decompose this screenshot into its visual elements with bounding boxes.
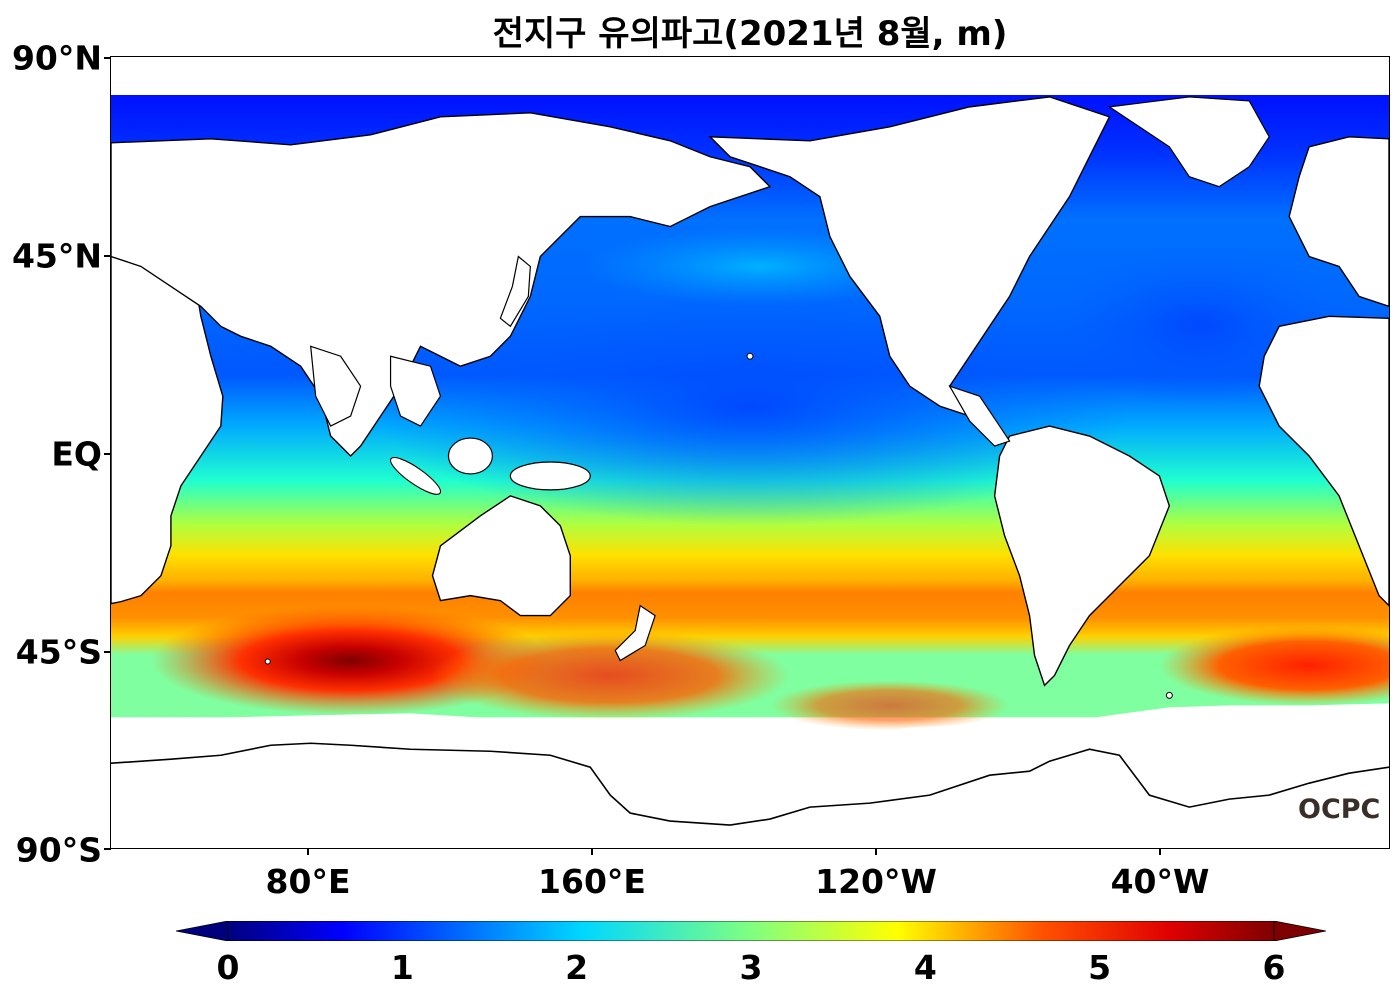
lat-tick — [104, 651, 111, 653]
lon-label-40w: 40°W — [1110, 862, 1210, 901]
sumatra — [390, 457, 442, 495]
lon-tick — [1159, 848, 1161, 855]
colorbar-tick-label: 5 — [1088, 948, 1112, 987]
lat-tick — [104, 57, 111, 59]
north-america — [708, 96, 1111, 418]
africa-west — [1258, 315, 1389, 607]
lat-label-eq: EQ — [51, 434, 102, 474]
map-frame — [110, 56, 1390, 849]
europe — [1288, 136, 1389, 308]
lon-label-120w: 120°W — [815, 862, 937, 901]
antarctica — [111, 703, 1389, 848]
ocpc-logo: OCPC — [1298, 794, 1381, 825]
lon-label-80e: 80°E — [265, 862, 351, 901]
wave-height-map — [111, 57, 1389, 848]
colorbar-max-arrow — [1273, 921, 1326, 941]
map-title: 전지구 유의파고(2021년 8월, m) — [492, 14, 1008, 54]
lat-label-90s: 90°S — [15, 830, 102, 870]
colorbar-gradient — [227, 921, 1275, 941]
arctic-mask — [111, 57, 1389, 95]
greenland — [1107, 96, 1270, 188]
lat-label-90n: 90°N — [11, 38, 102, 78]
new-zealand — [614, 604, 656, 662]
south-america — [993, 425, 1171, 687]
india — [309, 345, 362, 427]
kerguelen — [264, 658, 271, 665]
japan — [499, 255, 531, 328]
lon-tick — [875, 848, 877, 855]
borneo — [447, 437, 494, 475]
south-georgia — [1165, 691, 1173, 699]
new-guinea — [509, 461, 591, 491]
colorbar-tick-label: 6 — [1262, 948, 1286, 987]
lat-tick — [104, 848, 111, 850]
lon-label-160e: 160°E — [538, 862, 646, 901]
lat-label-45s: 45°S — [15, 632, 102, 672]
antarctica-coast — [111, 742, 1389, 826]
lon-tick — [307, 848, 309, 855]
colorbar-tick-label: 4 — [913, 948, 937, 987]
australia — [431, 495, 571, 617]
hawaii — [746, 352, 754, 360]
colorbar-tick-label: 3 — [739, 948, 763, 987]
lat-tick — [104, 255, 111, 257]
central-america — [948, 385, 1011, 447]
eurasia — [111, 112, 772, 457]
south-atlantic-red — [1159, 625, 1389, 706]
south-pacific-orange — [769, 680, 1010, 731]
colorbar-tick-label: 1 — [390, 948, 414, 987]
colorbar-tick-label: 2 — [565, 948, 589, 987]
colorbar — [176, 921, 1326, 941]
colorbar-tick-label: 0 — [216, 948, 240, 987]
lat-label-45n: 45°N — [11, 236, 102, 276]
lon-tick — [591, 848, 593, 855]
southern-ocean-red — [430, 630, 790, 721]
colorbar-min-arrow — [176, 921, 229, 941]
indochina — [389, 355, 442, 427]
lat-tick — [104, 453, 111, 455]
